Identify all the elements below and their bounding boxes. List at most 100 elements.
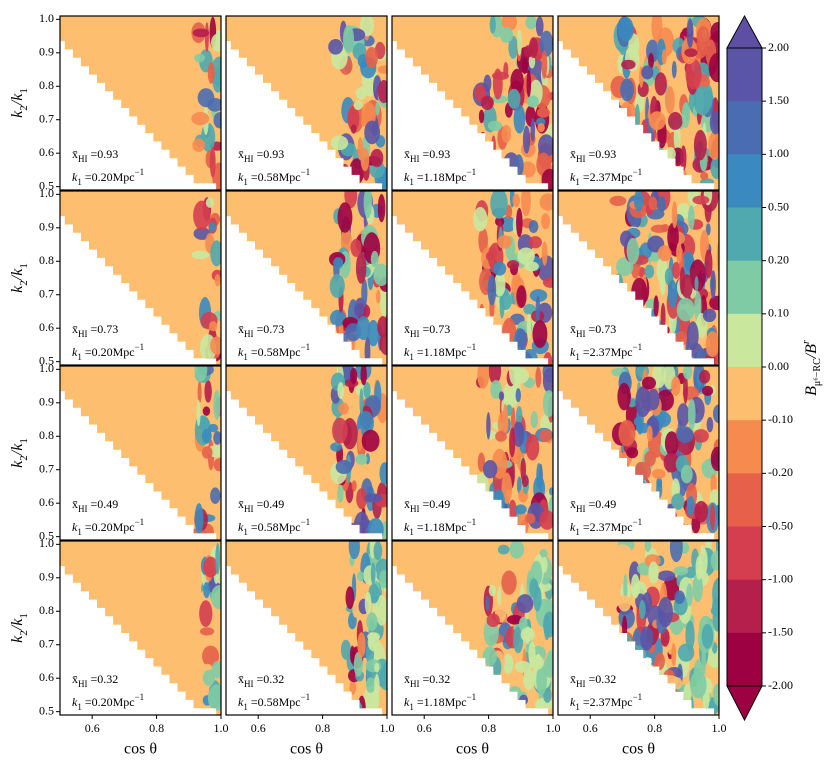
text-part: −1 xyxy=(633,342,643,352)
text-part: = xyxy=(254,497,264,511)
text-part: −1 xyxy=(135,167,145,177)
blob xyxy=(642,656,653,666)
blob xyxy=(340,227,352,254)
text-part: = xyxy=(82,345,92,359)
text-part: 1 xyxy=(575,177,580,187)
blob xyxy=(478,109,485,124)
blob xyxy=(374,673,380,700)
blob xyxy=(686,321,699,351)
blob xyxy=(657,147,666,173)
text-part: = xyxy=(586,497,596,511)
text-part: 0.32 xyxy=(429,672,450,686)
blob xyxy=(491,135,496,157)
blob xyxy=(665,147,676,162)
blob xyxy=(693,86,712,116)
blob xyxy=(206,97,221,112)
blob xyxy=(618,320,629,346)
blob xyxy=(484,506,497,518)
blob xyxy=(710,503,716,530)
blob xyxy=(354,303,365,317)
panel-frame xyxy=(225,540,388,716)
text-part: Mpc xyxy=(611,695,633,709)
text-part: = xyxy=(248,170,258,184)
text-part: = xyxy=(248,695,258,709)
blob xyxy=(213,458,221,472)
blob xyxy=(335,459,353,475)
blob xyxy=(194,366,208,382)
text-part: k xyxy=(72,695,78,709)
text-part: 1.18 xyxy=(424,345,445,359)
blob xyxy=(365,46,379,69)
blob xyxy=(478,227,488,254)
text-part: Mpc xyxy=(113,170,135,184)
blob xyxy=(478,156,492,185)
text-part: 1.18 xyxy=(424,170,445,184)
blob xyxy=(648,53,654,69)
blob xyxy=(638,599,646,620)
blob xyxy=(501,520,507,540)
panel-frame xyxy=(391,15,554,191)
text-part: 1 xyxy=(575,527,580,537)
text-part: Mpc xyxy=(445,520,467,534)
blob xyxy=(641,65,654,80)
blob xyxy=(474,473,489,502)
blob xyxy=(650,334,666,363)
text-part: Mpc xyxy=(611,345,633,359)
blob xyxy=(477,701,496,714)
text-part: 2 xyxy=(18,630,30,636)
blob xyxy=(482,338,489,363)
text-part: = xyxy=(82,695,92,709)
blob xyxy=(539,30,553,57)
blob xyxy=(499,26,514,43)
blob xyxy=(514,154,524,177)
blob xyxy=(487,120,503,132)
blob xyxy=(661,694,668,706)
blob xyxy=(192,28,210,38)
blob xyxy=(689,259,706,291)
text-part: 1 xyxy=(77,352,82,362)
blob xyxy=(207,684,221,711)
blob xyxy=(377,193,386,223)
y-tick-label: 0.7 xyxy=(39,111,54,125)
text-part: 1 xyxy=(409,527,414,537)
blob xyxy=(359,388,364,415)
blob xyxy=(688,398,696,430)
x-tick-label: 0.8 xyxy=(315,721,330,735)
blob xyxy=(486,613,500,627)
blob xyxy=(667,111,683,130)
blob xyxy=(701,385,714,396)
blob xyxy=(650,144,660,162)
text-part: /k xyxy=(9,268,26,281)
blob xyxy=(708,131,719,161)
blob xyxy=(357,428,363,452)
text-part: −1 xyxy=(301,167,311,177)
blob xyxy=(489,16,496,34)
blob xyxy=(671,60,677,79)
blob xyxy=(210,336,221,355)
text-part: HI xyxy=(78,504,88,514)
text-part: x̄ xyxy=(570,322,576,336)
valid-region xyxy=(392,16,553,190)
text-part: x̄ xyxy=(404,497,410,511)
y-tick-label: 0.9 xyxy=(39,220,54,234)
colorbar-extend-top xyxy=(726,14,763,49)
blob xyxy=(620,451,629,478)
blob xyxy=(637,81,649,98)
blob xyxy=(543,656,553,678)
blob xyxy=(377,65,387,74)
blob xyxy=(629,645,647,673)
blob xyxy=(501,472,513,504)
text-part: 1 xyxy=(18,438,30,444)
blob xyxy=(626,495,641,520)
y-tick-label: 0.8 xyxy=(39,603,54,617)
blob xyxy=(535,366,542,388)
blob xyxy=(338,163,351,184)
blob xyxy=(700,171,709,181)
x-tick-label: 1.0 xyxy=(214,721,229,735)
blob xyxy=(379,284,387,317)
blob xyxy=(633,416,643,427)
text-part: 2.37 xyxy=(590,170,611,184)
colorbar-tick-label: 1.50 xyxy=(768,93,789,107)
blob xyxy=(508,499,517,522)
blob xyxy=(367,632,381,641)
